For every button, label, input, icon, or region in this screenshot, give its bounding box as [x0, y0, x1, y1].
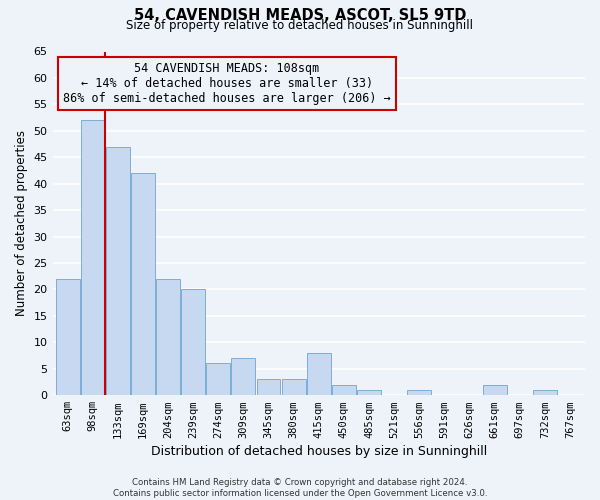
Bar: [81, 120, 104, 395]
Bar: [357, 390, 381, 395]
Bar: [533, 390, 557, 395]
Text: 54, CAVENDISH MEADS, ASCOT, SL5 9TD: 54, CAVENDISH MEADS, ASCOT, SL5 9TD: [134, 8, 466, 22]
Bar: [206, 364, 230, 395]
Y-axis label: Number of detached properties: Number of detached properties: [15, 130, 28, 316]
Bar: [257, 380, 280, 395]
Text: Size of property relative to detached houses in Sunninghill: Size of property relative to detached ho…: [127, 18, 473, 32]
Bar: [232, 358, 256, 395]
Bar: [106, 146, 130, 395]
Text: Contains HM Land Registry data © Crown copyright and database right 2024.
Contai: Contains HM Land Registry data © Crown c…: [113, 478, 487, 498]
Bar: [482, 384, 506, 395]
Bar: [181, 290, 205, 395]
Bar: [56, 279, 80, 395]
Bar: [156, 279, 180, 395]
Bar: [307, 353, 331, 395]
Bar: [131, 173, 155, 395]
Bar: [332, 384, 356, 395]
Bar: [282, 380, 305, 395]
Text: 54 CAVENDISH MEADS: 108sqm
← 14% of detached houses are smaller (33)
86% of semi: 54 CAVENDISH MEADS: 108sqm ← 14% of deta…: [63, 62, 391, 105]
Bar: [407, 390, 431, 395]
X-axis label: Distribution of detached houses by size in Sunninghill: Distribution of detached houses by size …: [151, 444, 487, 458]
